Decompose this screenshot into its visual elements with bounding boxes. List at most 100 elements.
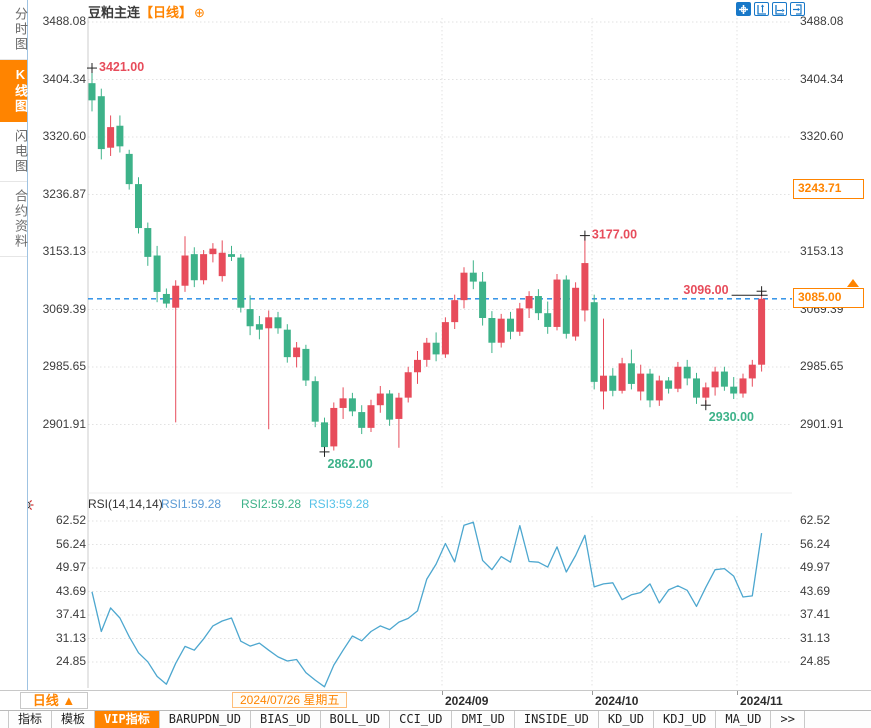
contract-title: 豆粕主连 bbox=[88, 5, 141, 20]
svg-text:3421.00: 3421.00 bbox=[99, 60, 144, 74]
candle-body bbox=[507, 318, 514, 332]
rsi2-value: RSI2:59.28 bbox=[241, 497, 302, 511]
candle-body bbox=[553, 279, 561, 327]
chart-pan-icon[interactable] bbox=[736, 2, 751, 16]
tab-bias-ud[interactable]: BIAS_UD bbox=[251, 711, 321, 728]
tab-inside-ud[interactable]: INSIDE_UD bbox=[515, 711, 599, 728]
x-axis-zoom-icon[interactable] bbox=[772, 2, 787, 16]
candle-body bbox=[572, 287, 580, 337]
candle-body bbox=[97, 96, 105, 150]
candle-body bbox=[460, 272, 468, 301]
sidebar-item-time-share-chart[interactable]: 分时图 bbox=[0, 0, 28, 60]
svg-text:3096.00: 3096.00 bbox=[683, 283, 728, 297]
month-label: 2024/09 bbox=[445, 694, 489, 708]
candle-body bbox=[590, 302, 598, 382]
svg-text:2862.00: 2862.00 bbox=[328, 457, 373, 471]
candle-body bbox=[218, 252, 226, 277]
time-axis-bar: 日线 ▲ 2024/07/26 星期五 2024/09 2024/10 2024/1… bbox=[0, 690, 871, 710]
tab-barupdn-ud[interactable]: BARUPDN_UD bbox=[160, 711, 251, 728]
candle-body bbox=[581, 263, 589, 311]
candle-body bbox=[200, 254, 208, 281]
candlestick-series bbox=[88, 68, 766, 452]
tab-kd-ud[interactable]: KD_UD bbox=[599, 711, 654, 728]
month-tick bbox=[442, 691, 443, 695]
candle-body bbox=[311, 381, 319, 422]
candle-body bbox=[441, 322, 449, 355]
price-annotation: 2930.00 bbox=[700, 400, 754, 424]
candle-body bbox=[758, 298, 766, 365]
rsi3-value: RSI3:59.28 bbox=[309, 497, 370, 511]
tab-boll-ud[interactable]: BOLL_UD bbox=[321, 711, 391, 728]
candle-body bbox=[116, 125, 124, 147]
candle-body bbox=[404, 372, 412, 398]
y-axis-zoom-icon[interactable] bbox=[754, 2, 769, 16]
candle-body bbox=[730, 386, 738, 394]
candle-body bbox=[330, 407, 338, 447]
candle-body bbox=[246, 309, 254, 327]
tab-indicators[interactable]: 指标 bbox=[8, 711, 53, 728]
candle-body bbox=[627, 363, 635, 384]
tab-ma-ud[interactable]: MA_UD bbox=[716, 711, 772, 728]
tab-kdj-ud[interactable]: KDJ_UD bbox=[654, 711, 717, 728]
candle-body bbox=[516, 308, 524, 332]
candle-body bbox=[748, 364, 756, 379]
tab-more[interactable]: >> bbox=[771, 711, 805, 728]
candle-body bbox=[107, 127, 115, 148]
candle-body bbox=[181, 255, 189, 286]
rsi-line bbox=[91, 521, 763, 688]
sidebar-item-contract-info[interactable]: 合约资料 bbox=[0, 182, 28, 257]
candle-body bbox=[367, 405, 375, 428]
gridlines bbox=[88, 18, 792, 688]
candle-body bbox=[451, 300, 459, 323]
chart-toolbar bbox=[736, 2, 805, 16]
candle-body bbox=[228, 254, 235, 257]
candle-body bbox=[125, 153, 133, 185]
candle-body bbox=[144, 228, 152, 257]
candle-body bbox=[525, 296, 533, 309]
indicator-tabbar: 指标 模板 VIP指标 BARUPDN_UD BIAS_UD BOLL_UD CCI_UD D… bbox=[0, 710, 871, 728]
candle-body bbox=[423, 342, 431, 360]
candle-body bbox=[609, 375, 617, 391]
candle-body bbox=[162, 293, 170, 304]
sidebar-item-flash-chart[interactable]: 闪电图 bbox=[0, 122, 28, 182]
tab-cci-ud[interactable]: CCI_UD bbox=[390, 711, 453, 728]
rsi-header: RSI(14,14,14) RSI1:59.28 RSI2:59.28 RSI3… bbox=[0, 497, 871, 513]
candle-body bbox=[711, 371, 719, 388]
candle-body bbox=[618, 363, 626, 391]
candle-body bbox=[683, 366, 691, 379]
candle-body bbox=[534, 296, 542, 314]
candle-body bbox=[283, 329, 291, 358]
exit-chart-icon[interactable] bbox=[790, 2, 805, 16]
sidebar-item-kline-chart[interactable]: K线图 bbox=[0, 60, 28, 122]
candle-body bbox=[135, 184, 142, 229]
candle-body bbox=[348, 398, 356, 412]
month-label: 2024/11 bbox=[740, 694, 783, 708]
candle-body bbox=[395, 397, 403, 419]
candle-body bbox=[720, 371, 728, 387]
candle-body bbox=[358, 412, 366, 428]
candle-body bbox=[665, 380, 673, 389]
tab-dmi-ud[interactable]: DMI_UD bbox=[452, 711, 515, 728]
price-annotation: 3177.00 bbox=[579, 228, 637, 242]
candle-body bbox=[469, 272, 477, 282]
month-label: 2024/10 bbox=[595, 694, 639, 708]
candle-body bbox=[655, 380, 663, 401]
candle-body bbox=[562, 279, 570, 334]
period-selector-button[interactable]: 日线 ▲ bbox=[20, 692, 88, 709]
candle-body bbox=[600, 375, 607, 392]
tab-templates[interactable]: 模板 bbox=[52, 711, 96, 728]
candle-body bbox=[293, 347, 301, 358]
svg-text:2930.00: 2930.00 bbox=[709, 410, 754, 424]
crosshair-date-label: 2024/07/26 星期五 bbox=[232, 692, 348, 708]
tab-vip-indicators[interactable]: VIP指标 bbox=[95, 711, 160, 728]
candle-body bbox=[321, 422, 328, 448]
svg-text:3177.00: 3177.00 bbox=[592, 228, 637, 242]
candle-body bbox=[637, 373, 645, 392]
candle-body bbox=[153, 255, 161, 292]
candle-body bbox=[432, 342, 440, 355]
add-indicator-icon[interactable]: ⊕ bbox=[194, 5, 205, 20]
month-tick bbox=[737, 691, 738, 695]
candle-body bbox=[376, 393, 384, 406]
